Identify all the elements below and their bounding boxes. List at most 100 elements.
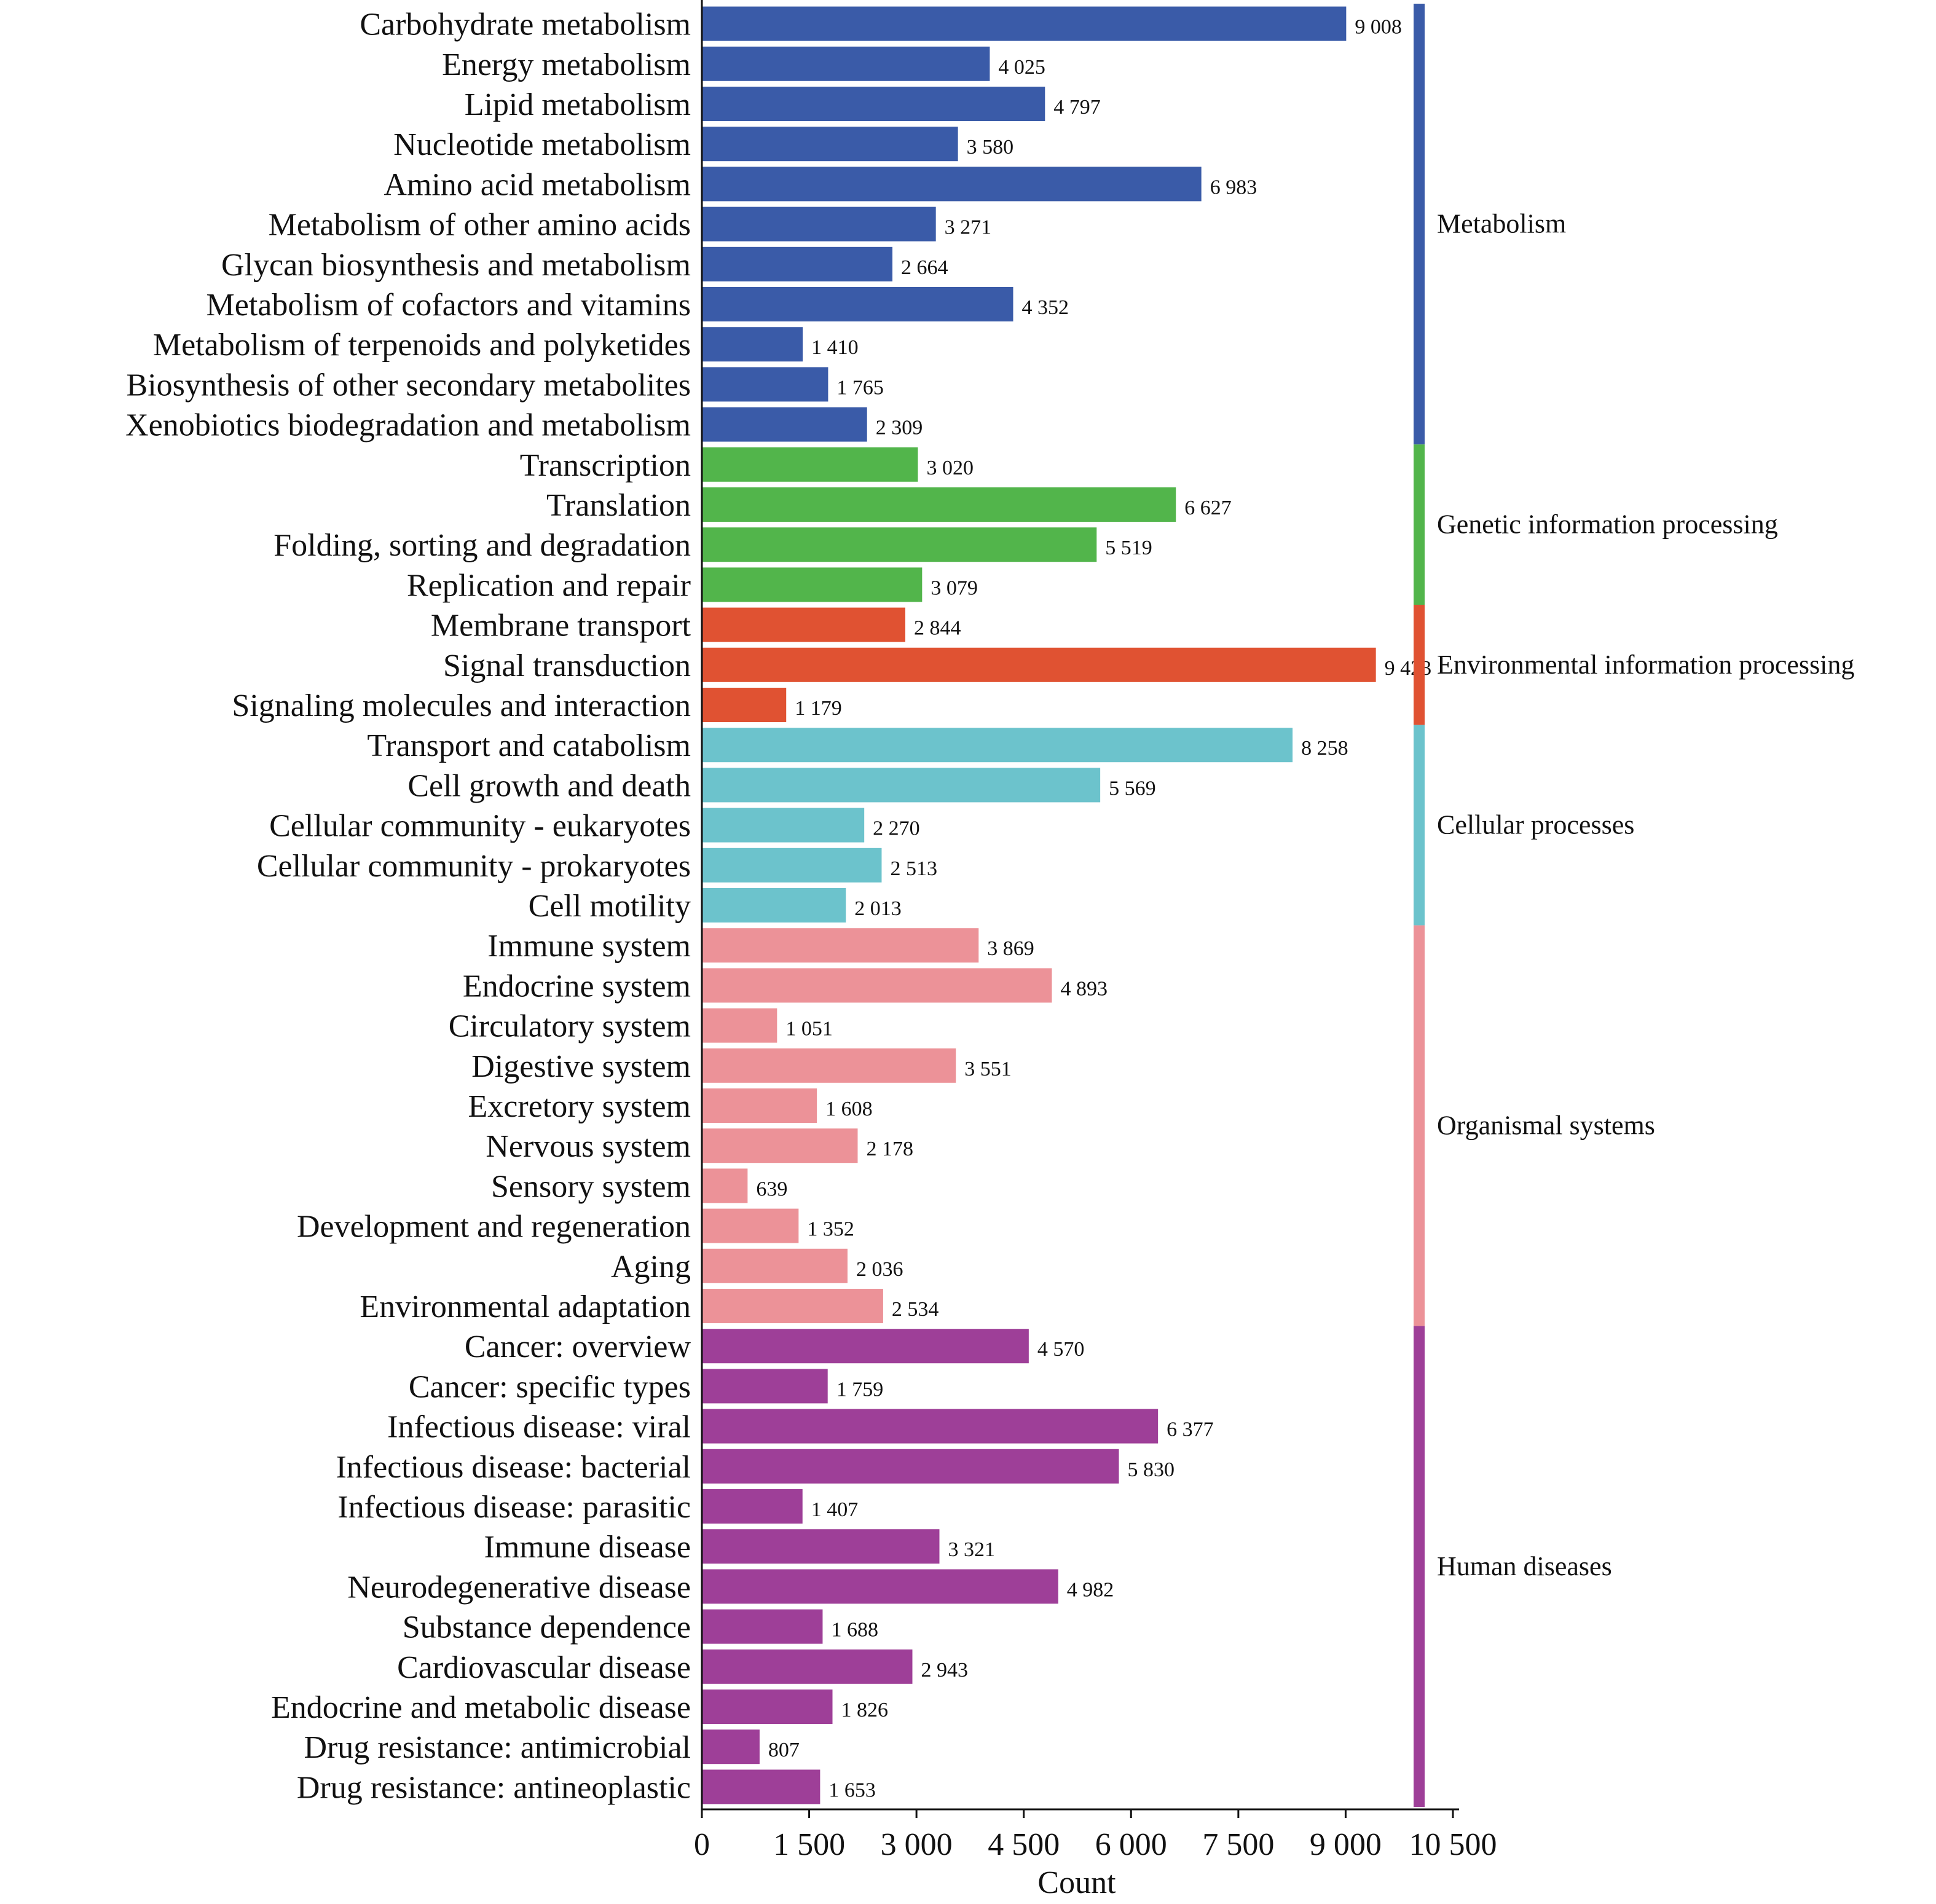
- value-label: 2 664: [901, 256, 948, 279]
- value-label: 1 352: [807, 1218, 854, 1241]
- category-label: Energy metabolism: [442, 47, 691, 82]
- bar: [702, 1690, 833, 1724]
- bar: [702, 808, 865, 843]
- x-tick-label: 0: [694, 1827, 710, 1862]
- group-strip: [1414, 444, 1425, 605]
- value-label: 1 653: [828, 1779, 876, 1801]
- value-label: 6 627: [1184, 497, 1232, 519]
- bar: [702, 1529, 940, 1564]
- bar: [702, 207, 936, 242]
- bar: [702, 1008, 777, 1043]
- category-label: Drug resistance: antineoplastic: [297, 1770, 691, 1805]
- x-tick-label: 6 000: [1095, 1827, 1167, 1862]
- group-strips: [1414, 4, 1425, 1807]
- bar: [702, 6, 1347, 41]
- bar: [702, 1048, 956, 1083]
- bar: [702, 87, 1045, 121]
- category-label: Amino acid metabolism: [384, 167, 691, 202]
- category-label: Signaling molecules and interaction: [232, 688, 691, 723]
- group-strip: [1414, 925, 1425, 1326]
- value-label: 3 580: [967, 136, 1014, 159]
- value-label: 4 893: [1060, 977, 1108, 1000]
- category-label: Sensory system: [491, 1169, 691, 1204]
- bar: [702, 1208, 799, 1243]
- group-label: Human diseases: [1437, 1551, 1612, 1581]
- category-label: Circulatory system: [449, 1009, 691, 1044]
- category-label: Immune disease: [484, 1530, 691, 1565]
- bar: [702, 46, 990, 81]
- bar: [702, 728, 1293, 763]
- x-tick-label: 3 000: [881, 1827, 953, 1862]
- category-label: Transport and catabolism: [367, 728, 691, 763]
- value-label: 2 943: [921, 1659, 969, 1682]
- bar: [702, 968, 1052, 1003]
- category-label: Membrane transport: [431, 608, 691, 643]
- category-label: Digestive system: [471, 1049, 691, 1084]
- value-label: 1 765: [836, 376, 884, 399]
- bar: [702, 287, 1013, 321]
- category-label: Endocrine system: [463, 969, 691, 1004]
- category-label: Replication and repair: [407, 568, 691, 603]
- category-label: Endocrine and metabolic disease: [271, 1690, 691, 1725]
- category-label: Cellular community - prokaryotes: [257, 849, 691, 884]
- value-label: 2 844: [914, 617, 961, 640]
- bar: [702, 1609, 823, 1644]
- category-label: Environmental adaptation: [360, 1289, 691, 1324]
- bar: [702, 1449, 1119, 1484]
- bar: [702, 1369, 828, 1404]
- group-label: Organismal systems: [1437, 1111, 1655, 1141]
- bar: [702, 447, 918, 482]
- value-label: 5 830: [1128, 1458, 1175, 1481]
- value-label: 4 982: [1067, 1578, 1114, 1601]
- category-label: Metabolism of other amino acids: [269, 208, 691, 243]
- bar: [702, 1329, 1029, 1364]
- value-label: 1 688: [831, 1619, 878, 1642]
- bar: [702, 567, 923, 602]
- bar: [702, 127, 958, 162]
- value-label: 4 352: [1021, 296, 1069, 319]
- bar: [702, 167, 1202, 202]
- value-label: 639: [756, 1178, 787, 1200]
- value-label: 2 309: [876, 417, 923, 439]
- x-tick-label: 7 500: [1202, 1827, 1274, 1862]
- value-label: 2 036: [856, 1258, 903, 1281]
- category-label: Cellular community - eukaryotes: [269, 809, 691, 844]
- value-label: 3 271: [945, 216, 992, 239]
- value-label: 5 519: [1105, 537, 1152, 559]
- group-label: Genetic information processing: [1437, 509, 1778, 540]
- bar: [702, 1248, 848, 1283]
- category-label: Cancer: specific types: [409, 1369, 691, 1404]
- group-strip: [1414, 1326, 1425, 1807]
- bar: [702, 1289, 883, 1323]
- value-label: 1 826: [841, 1699, 889, 1721]
- category-label: Nervous system: [486, 1129, 691, 1164]
- value-label: 1 759: [836, 1378, 884, 1401]
- group-label: Metabolism: [1437, 209, 1566, 239]
- category-label: Translation: [546, 488, 691, 523]
- category-label: Lipid metabolism: [465, 87, 691, 122]
- group-labels: Metabolism Genetic information processing…: [1437, 209, 1854, 1581]
- bar: [702, 1168, 748, 1203]
- category-label: Cancer: overview: [465, 1329, 691, 1364]
- bar: [702, 928, 979, 963]
- value-label: 5 569: [1109, 777, 1156, 800]
- bar: [702, 1409, 1159, 1444]
- category-label: Development and regeneration: [297, 1210, 691, 1245]
- bars-layer: [702, 6, 1376, 1804]
- group-label: Environmental information processing: [1437, 650, 1854, 680]
- category-label: Biosynthesis of other secondary metaboli…: [127, 368, 691, 403]
- bar: [702, 1769, 820, 1804]
- category-labels: Carbohydrate metabolism Energy metabolism…: [125, 7, 691, 1806]
- category-label: Immune system: [487, 929, 691, 964]
- bar: [702, 487, 1176, 522]
- value-label: 2 513: [890, 857, 937, 880]
- value-label: 1 407: [811, 1498, 859, 1521]
- category-label: Metabolism of terpenoids and polyketides: [153, 328, 691, 363]
- bar: [702, 527, 1097, 562]
- x-tick-label: 10 500: [1409, 1827, 1497, 1862]
- value-label: 4 025: [998, 56, 1045, 79]
- category-label: Xenobiotics biodegradation and metabolis…: [125, 408, 691, 443]
- bar: [702, 327, 803, 362]
- category-label: Signal transduction: [443, 648, 691, 683]
